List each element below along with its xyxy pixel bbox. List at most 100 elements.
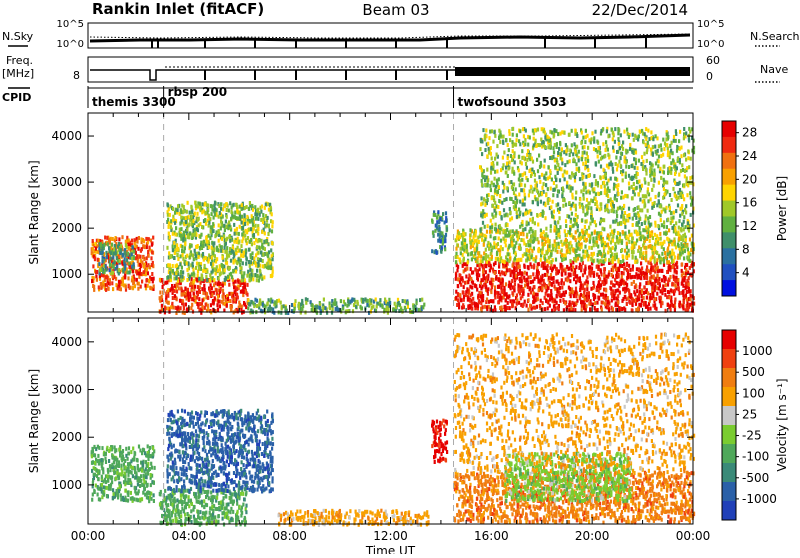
power-cell bbox=[669, 254, 671, 258]
power-cell bbox=[537, 275, 539, 279]
power-cell bbox=[177, 204, 179, 208]
power-cell bbox=[127, 276, 129, 280]
power-cell bbox=[161, 295, 163, 299]
power-cell bbox=[244, 234, 246, 238]
power-cell bbox=[679, 252, 681, 256]
power-cell bbox=[115, 252, 117, 256]
power-cell bbox=[599, 259, 601, 263]
power-cell bbox=[470, 293, 472, 297]
power-cell bbox=[530, 174, 532, 178]
power-cell bbox=[97, 258, 99, 262]
power-cell bbox=[647, 291, 649, 295]
power-cell bbox=[536, 270, 538, 274]
power-cell bbox=[633, 138, 635, 142]
power-cell bbox=[557, 220, 559, 224]
power-cell bbox=[665, 232, 667, 236]
power-cell bbox=[649, 271, 651, 275]
power-cell bbox=[172, 218, 174, 222]
power-cell bbox=[469, 228, 471, 232]
power-cell bbox=[480, 295, 482, 299]
power-cell bbox=[588, 226, 590, 230]
power-cell bbox=[201, 225, 203, 229]
power-cell bbox=[472, 242, 474, 246]
power-cell bbox=[180, 254, 182, 258]
power-cell bbox=[514, 283, 516, 287]
power-cell bbox=[672, 304, 674, 308]
power-cell bbox=[262, 302, 264, 306]
power-cell bbox=[641, 222, 643, 226]
power-cell bbox=[555, 258, 557, 262]
power-cell bbox=[220, 287, 222, 291]
power-cell bbox=[230, 217, 232, 221]
power-cell bbox=[455, 260, 457, 264]
power-cell bbox=[611, 299, 613, 303]
power-cell bbox=[479, 267, 481, 271]
power-cell bbox=[547, 293, 549, 297]
power-cell bbox=[96, 278, 98, 282]
power-cell bbox=[464, 268, 466, 272]
power-cell bbox=[251, 218, 253, 222]
power-cell bbox=[538, 249, 540, 253]
power-cell bbox=[257, 208, 259, 212]
power-cell bbox=[206, 239, 208, 243]
power-cell bbox=[269, 307, 271, 311]
power-cell bbox=[270, 206, 272, 210]
power-cell bbox=[671, 260, 673, 264]
site-title: Rankin Inlet (fitACF) bbox=[92, 0, 264, 18]
power-cell bbox=[189, 275, 191, 279]
power-cell bbox=[150, 286, 152, 290]
power-cell bbox=[106, 255, 108, 259]
power-cell bbox=[269, 228, 271, 232]
power-cell bbox=[618, 275, 620, 279]
power-cell bbox=[190, 281, 192, 285]
power-cell bbox=[540, 258, 542, 262]
power-cell bbox=[591, 131, 593, 135]
power-cell bbox=[561, 161, 563, 165]
power-cell bbox=[263, 275, 265, 279]
power-cell bbox=[599, 277, 601, 281]
power-cell bbox=[575, 208, 577, 212]
power-cell bbox=[175, 226, 177, 230]
power-cell bbox=[677, 182, 679, 186]
power-cell bbox=[637, 249, 639, 253]
power-cell bbox=[529, 239, 531, 243]
freq-twofsound-block bbox=[455, 67, 690, 76]
power-cell bbox=[575, 287, 577, 291]
power-cell bbox=[240, 254, 242, 258]
power-cell bbox=[167, 288, 169, 292]
power-cell bbox=[137, 259, 139, 263]
power-cell bbox=[226, 253, 228, 257]
power-cell bbox=[584, 140, 586, 144]
power-cell bbox=[610, 291, 612, 295]
power-cell bbox=[468, 274, 470, 278]
power-cell bbox=[561, 273, 563, 277]
power-cell bbox=[124, 251, 126, 255]
power-cell bbox=[554, 244, 556, 248]
freq-tick: 8 bbox=[73, 69, 80, 82]
power-cell bbox=[179, 222, 181, 226]
power-cell bbox=[171, 284, 173, 288]
power-cell bbox=[508, 281, 510, 285]
power-cell bbox=[436, 223, 438, 227]
power-cell bbox=[181, 245, 183, 249]
power-cell bbox=[210, 229, 212, 233]
power-cell bbox=[179, 233, 181, 237]
power-cell bbox=[472, 235, 474, 239]
power-cell bbox=[553, 285, 555, 289]
power-cell bbox=[505, 298, 507, 302]
power-cell bbox=[222, 284, 224, 288]
power-cell bbox=[238, 232, 240, 236]
power-cell bbox=[628, 264, 630, 268]
power-cell bbox=[138, 271, 140, 275]
power-cell bbox=[645, 226, 647, 230]
power-cell bbox=[491, 156, 493, 160]
power-cell bbox=[138, 236, 140, 240]
power-cell bbox=[685, 245, 687, 249]
power-cell bbox=[143, 239, 145, 243]
power-cell bbox=[236, 227, 238, 231]
power-cell bbox=[115, 236, 117, 240]
power-cell bbox=[486, 305, 488, 309]
power-cell bbox=[470, 267, 472, 271]
power-cell bbox=[500, 239, 502, 243]
power-cell bbox=[220, 226, 222, 230]
